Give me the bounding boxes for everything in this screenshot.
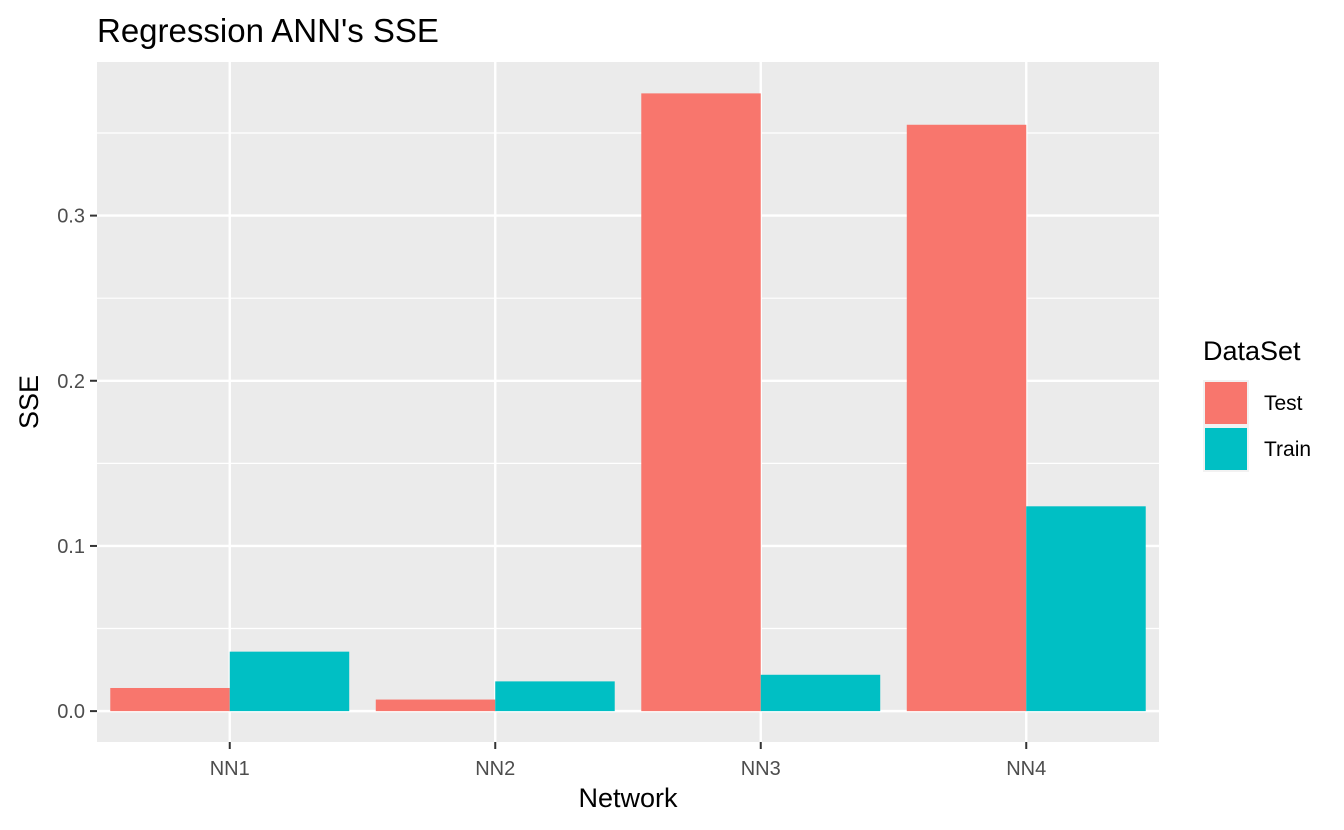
legend-title: DataSet — [1203, 336, 1301, 366]
bar-train-nn1 — [229, 651, 350, 712]
bar-test-nn4 — [906, 124, 1027, 712]
legend-label-test: Test — [1264, 392, 1303, 415]
legend-swatch-test — [1205, 382, 1247, 424]
legend: DataSet Test Train — [1203, 336, 1311, 472]
chart-title: Regression ANN's SSE — [97, 12, 439, 49]
x-tick-label: NN1 — [210, 758, 250, 780]
y-tick-label: 0.2 — [57, 371, 85, 393]
bar-test-nn1 — [110, 687, 230, 712]
y-tick-label: 0.1 — [57, 536, 85, 558]
legend-label-train: Train — [1264, 438, 1311, 461]
bar-train-nn3 — [760, 674, 881, 712]
y-axis: 0.0 0.1 0.2 0.3 — [57, 206, 97, 723]
x-tick-label: NN2 — [475, 758, 515, 780]
legend-swatch-train — [1205, 428, 1247, 470]
bar-test-nn3 — [641, 93, 761, 712]
y-axis-title: SSE — [14, 375, 44, 429]
y-tick-label: 0.0 — [57, 701, 85, 723]
bar-train-nn2 — [495, 681, 615, 712]
y-tick-label: 0.3 — [57, 206, 85, 228]
x-tick-label: NN4 — [1006, 758, 1046, 780]
x-axis-title: Network — [578, 783, 678, 813]
x-tick-label: NN3 — [741, 758, 781, 780]
bars — [110, 93, 1146, 712]
x-axis: NN1 NN2 NN3 NN4 — [210, 742, 1046, 780]
bar-test-nn2 — [375, 699, 496, 712]
plot-panel — [97, 62, 1159, 742]
bar-train-nn4 — [1026, 506, 1146, 712]
